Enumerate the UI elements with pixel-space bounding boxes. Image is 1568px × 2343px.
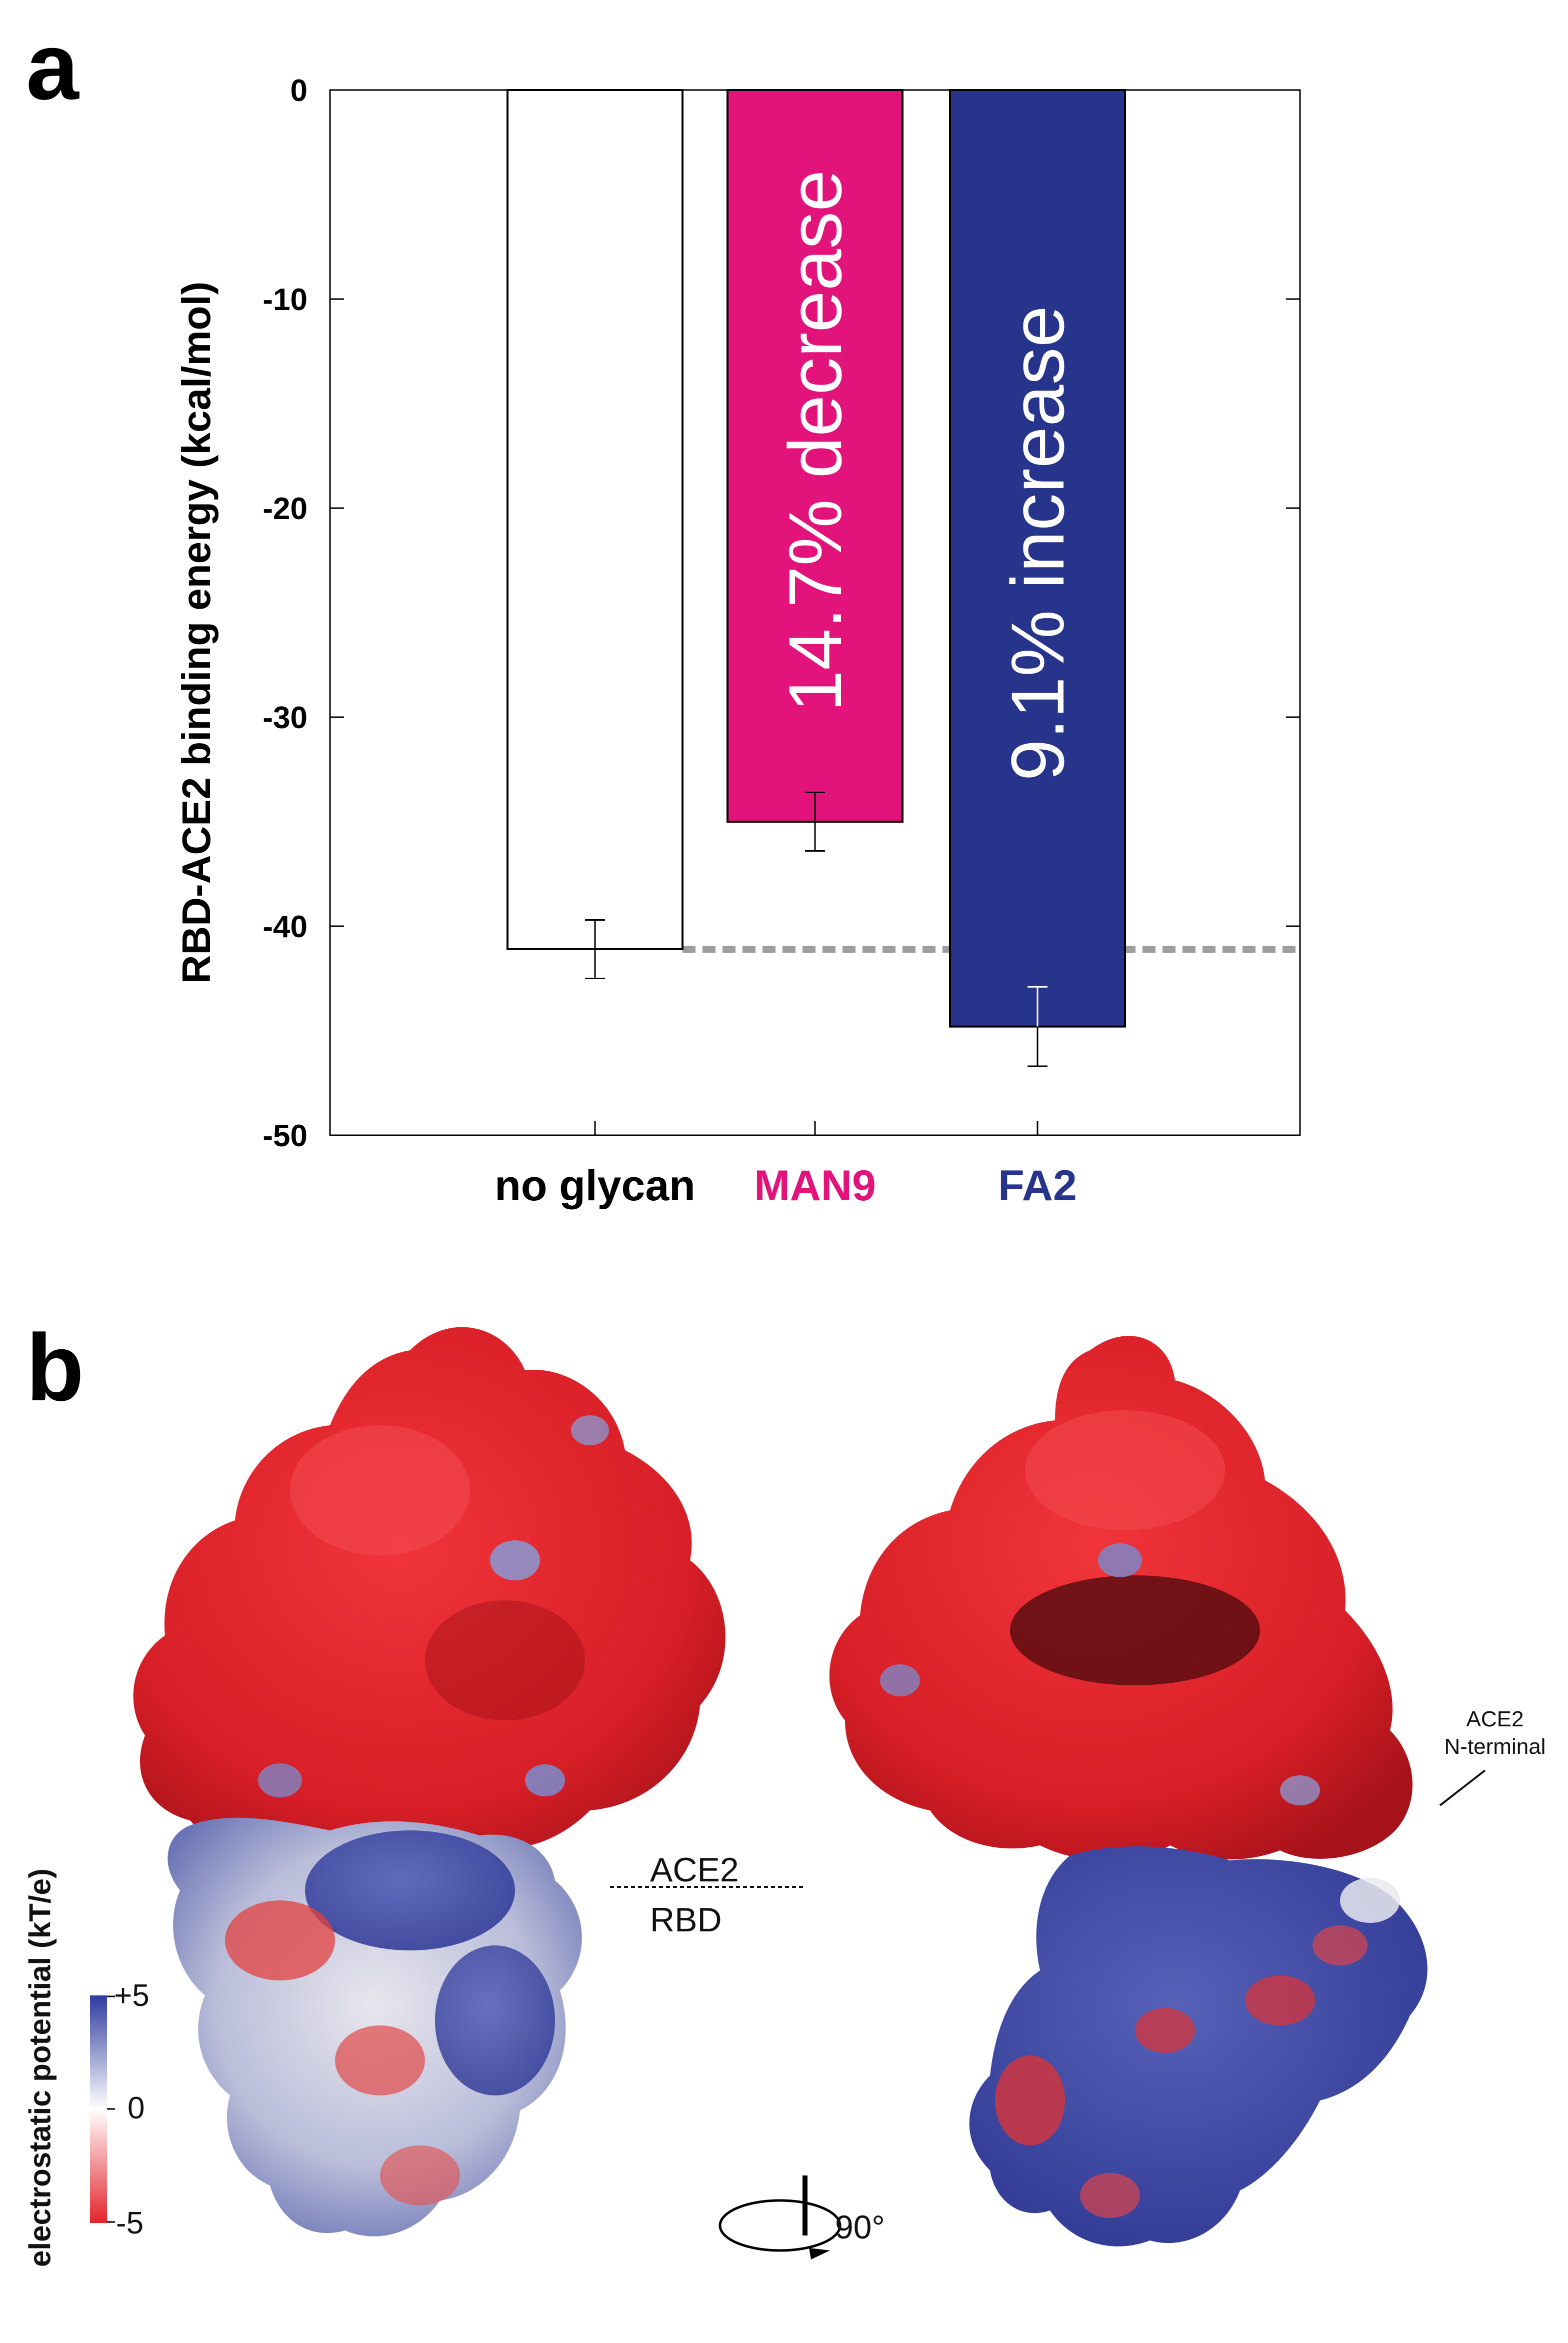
rotation-label: 90° bbox=[835, 2208, 885, 2245]
bar-annotation: 9.1% increase bbox=[996, 306, 1080, 781]
colorbar-min-label: -5 bbox=[116, 2206, 144, 2240]
y-tick-label: 0 bbox=[290, 74, 308, 108]
right-ace2-blue-spot bbox=[880, 1664, 920, 1696]
right-rbd-red-patch bbox=[1245, 1975, 1315, 2025]
colorbar-gradient bbox=[90, 1995, 107, 2223]
right-ace2-blue-spot bbox=[1098, 1543, 1142, 1577]
bar-annotation: 14.7% decrease bbox=[773, 170, 857, 712]
left-ace2-surface bbox=[133, 1327, 726, 1868]
category-label: FA2 bbox=[998, 1162, 1077, 1210]
category-label: no glycan bbox=[494, 1162, 695, 1210]
panel-label-a: a bbox=[26, 14, 79, 120]
y-tick-label: -50 bbox=[262, 1119, 308, 1153]
bar-chart: 0 -10 -20 -30 -40 -50 no glycan MAN9 14.7% decre… bbox=[174, 74, 1301, 1210]
left-ace2-highlight bbox=[290, 1425, 470, 1555]
y-tick-label: -10 bbox=[262, 283, 308, 317]
right-rbd-red-patch bbox=[1312, 1925, 1368, 1965]
ace2-region-label: ACE2 bbox=[650, 1851, 739, 1889]
colorbar-max-label: +5 bbox=[114, 1978, 150, 2013]
left-rbd-red-patch bbox=[225, 1900, 335, 1980]
bar-no-glycan bbox=[506, 89, 684, 950]
y-tick-label: -30 bbox=[262, 701, 308, 735]
y-tick-label: -20 bbox=[262, 492, 308, 526]
bar-fa2 bbox=[949, 89, 1126, 1028]
right-ace2-highlight bbox=[1025, 1410, 1225, 1530]
y-tick-label: -40 bbox=[262, 910, 308, 944]
colorbar-mid-label: 0 bbox=[128, 2091, 145, 2125]
molecular-surface-figure bbox=[90, 1327, 1486, 2259]
rotation-icon bbox=[718, 2175, 842, 2259]
n-terminal-label-line1: ACE2 bbox=[1466, 1707, 1524, 1731]
left-ace2-blue-spot bbox=[525, 1764, 565, 1796]
category-label: MAN9 bbox=[754, 1162, 876, 1210]
y-axis-label: RBD-ACE2 binding energy (kcal/mol) bbox=[174, 282, 218, 984]
n-terminal-label-line2: N-terminal bbox=[1444, 1734, 1546, 1759]
left-rbd-blue-patch bbox=[435, 1945, 555, 2095]
left-rbd-blue-patch bbox=[305, 1830, 515, 1950]
left-structure bbox=[133, 1327, 726, 2236]
left-rbd-red-patch bbox=[335, 2025, 425, 2095]
left-rbd-red-patch bbox=[380, 2145, 460, 2205]
left-ace2-blue-spot bbox=[571, 1415, 609, 1445]
n-terminal-pointer bbox=[1439, 1769, 1486, 1806]
right-rbd-white-patch bbox=[1340, 1878, 1400, 1923]
right-rbd-red-patch bbox=[995, 2055, 1065, 2145]
panel-label-b: b bbox=[26, 1315, 84, 1421]
right-rbd-red-patch bbox=[1135, 2008, 1195, 2053]
bar-man9 bbox=[726, 89, 904, 823]
right-ace2-cavity bbox=[1010, 1575, 1260, 1685]
n-terminal-label: ACE2 N-terminal bbox=[1430, 1705, 1560, 1760]
rbd-region-label: RBD bbox=[650, 1901, 722, 1939]
left-ace2-shadow bbox=[425, 1600, 585, 1720]
right-rbd-red-patch bbox=[1080, 2173, 1140, 2218]
left-ace2-blue-spot bbox=[490, 1540, 540, 1580]
left-ace2-blue-spot bbox=[258, 1763, 302, 1797]
right-ace2-blue-spot bbox=[1280, 1775, 1320, 1805]
colorbar-title: electrostatic potential (kT/e) bbox=[23, 1868, 57, 2267]
right-structure bbox=[829, 1336, 1428, 2246]
